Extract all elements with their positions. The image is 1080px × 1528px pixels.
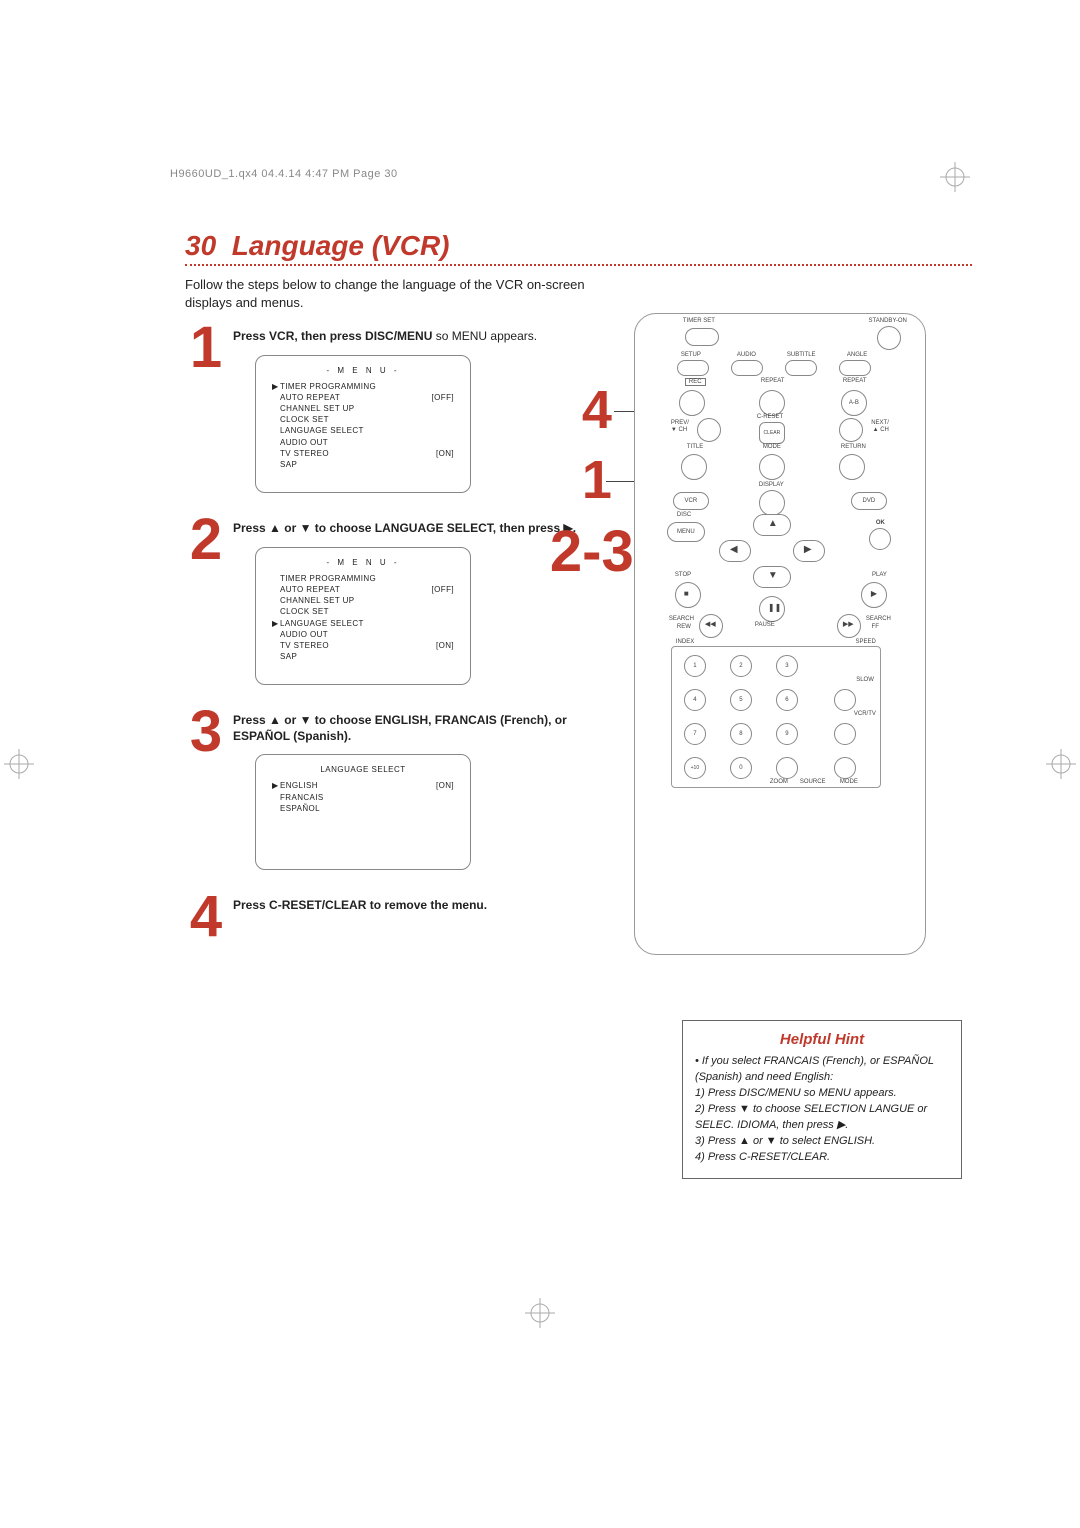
step-number: 3 bbox=[185, 709, 227, 755]
up-button: ▲ bbox=[753, 514, 791, 536]
registration-mark-icon bbox=[525, 1298, 555, 1328]
remote-diagram: STANDBY-ON TIMER SET SETUP AUDIO SUBTITL… bbox=[634, 313, 980, 955]
play-button: ▶ bbox=[861, 582, 887, 608]
left-button: ◀ bbox=[719, 540, 751, 562]
page-number: 30 bbox=[185, 230, 216, 261]
menu-title: - M E N U - bbox=[268, 366, 458, 375]
helpful-hint-box: Helpful Hint • If you select FRANCAIS (F… bbox=[682, 1020, 962, 1179]
manual-page: H9660UD_1.qx4 04.4.14 4:47 PM Page 30 30… bbox=[0, 0, 1080, 1528]
step-text: Press ▲ or ▼ to choose ENGLISH, FRANCAIS… bbox=[233, 713, 602, 744]
clear-button: CLEAR bbox=[759, 422, 785, 444]
remote-body: STANDBY-ON TIMER SET SETUP AUDIO SUBTITL… bbox=[634, 313, 926, 955]
prev-button bbox=[697, 418, 721, 442]
down-button: ▼ bbox=[753, 566, 791, 588]
step-2: 2 Press ▲ or ▼ to choose LANGUAGE SELECT… bbox=[185, 517, 602, 691]
title-divider bbox=[185, 264, 972, 266]
rec-button bbox=[679, 390, 705, 416]
step-1: 1 Press VCR, then press DISC/MENU so MEN… bbox=[185, 325, 602, 499]
timer-set-button bbox=[685, 328, 719, 346]
step-text: Press VCR, then press DISC/MENU so MENU … bbox=[233, 329, 602, 345]
osd-menu-box: LANGUAGE SELECT ▶ENGLISH[ON] FRANCAIS ES… bbox=[255, 754, 471, 870]
steps-column: 1 Press VCR, then press DISC/MENU so MEN… bbox=[185, 325, 602, 958]
rew-button: ◀◀ bbox=[699, 614, 723, 638]
registration-mark-icon bbox=[940, 162, 970, 192]
ok-button bbox=[869, 528, 891, 550]
registration-mark-icon bbox=[1046, 749, 1076, 779]
content-row: 1 Press VCR, then press DISC/MENU so MEN… bbox=[100, 325, 980, 958]
standby-button bbox=[877, 326, 901, 350]
step-3: 3 Press ▲ or ▼ to choose ENGLISH, FRANCA… bbox=[185, 709, 602, 876]
ff-button: ▶▶ bbox=[837, 614, 861, 638]
step-number: 4 bbox=[185, 894, 227, 940]
intro-text: Follow the steps below to change the lan… bbox=[185, 276, 615, 311]
disc-menu-button: MENU bbox=[667, 522, 705, 542]
osd-menu-box: - M E N U - ▶TIMER PROGRAMMING AUTO REPE… bbox=[255, 355, 471, 494]
step-body: Press VCR, then press DISC/MENU so MENU … bbox=[233, 325, 602, 499]
step-text: Press C-RESET/CLEAR to remove the menu. bbox=[233, 898, 602, 914]
step-text: Press ▲ or ▼ to choose LANGUAGE SELECT, … bbox=[233, 521, 602, 537]
remote-column: 4 1 2-3 STANDBY-ON TIMER SET SETUP AUDIO… bbox=[602, 325, 980, 955]
page-title-text: Language (VCR) bbox=[232, 230, 450, 261]
right-button: ▶ bbox=[793, 540, 825, 562]
step-4: 4 Press C-RESET/CLEAR to remove the menu… bbox=[185, 894, 602, 940]
osd-menu-box: - M E N U - TIMER PROGRAMMING AUTO REPEA… bbox=[255, 547, 471, 686]
pause-button: ❚❚ bbox=[759, 596, 785, 622]
step-text-bold: Press VCR, then press DISC/MENU bbox=[233, 329, 432, 343]
stop-button: ■ bbox=[675, 582, 701, 608]
step-number: 2 bbox=[185, 517, 227, 563]
step-number: 1 bbox=[185, 325, 227, 371]
next-button bbox=[839, 418, 863, 442]
hint-title: Helpful Hint bbox=[695, 1031, 949, 1048]
menu-row: ▶TIMER PROGRAMMING bbox=[268, 381, 458, 392]
vcr-button: VCR bbox=[673, 492, 709, 510]
callout-4: 4 bbox=[582, 383, 612, 437]
callout-2-3: 2-3 bbox=[550, 523, 634, 581]
registration-mark-icon bbox=[4, 749, 34, 779]
callout-1: 1 bbox=[582, 453, 612, 507]
print-header: H9660UD_1.qx4 04.4.14 4:47 PM Page 30 bbox=[170, 168, 398, 180]
page-title: 30 Language (VCR) bbox=[185, 230, 980, 262]
hint-body: • If you select FRANCAIS (French), or ES… bbox=[695, 1054, 949, 1166]
